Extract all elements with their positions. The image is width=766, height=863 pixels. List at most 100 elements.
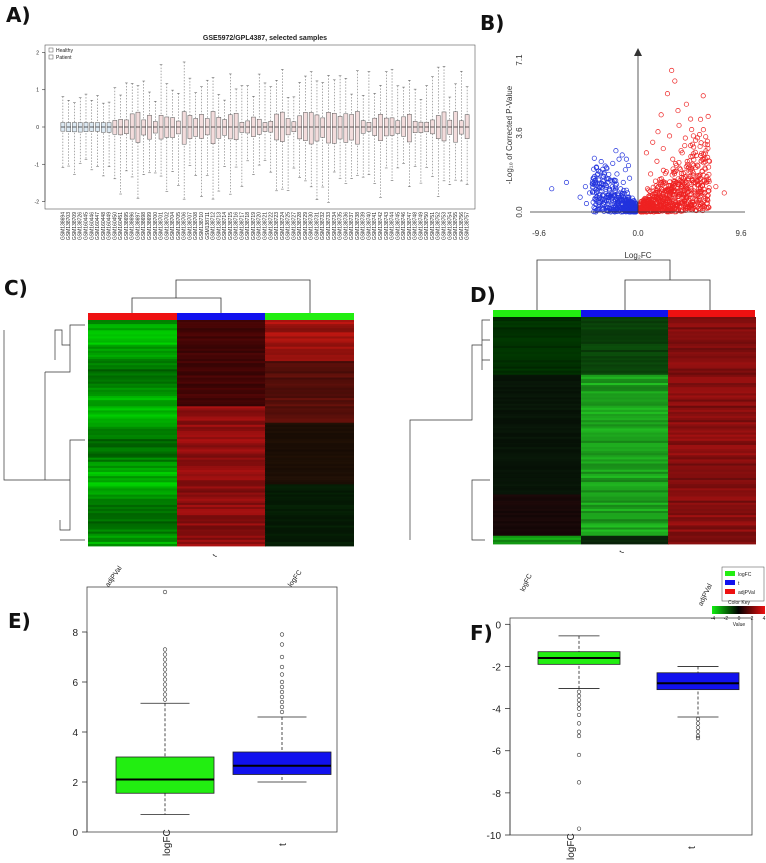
heatmap-cell <box>265 369 354 372</box>
heatmap-cell <box>177 492 266 496</box>
heatmap-cell <box>581 465 669 469</box>
box-body <box>232 751 332 775</box>
heatmap-cell <box>177 330 266 333</box>
heatmap-cell <box>668 391 756 394</box>
heatmap-cell <box>581 405 669 409</box>
heatmap-cell <box>493 453 581 456</box>
volcano-up-point <box>695 191 701 197</box>
heatmap-cell <box>581 471 669 475</box>
sample-label: GSM138723 <box>274 212 280 240</box>
heatmap-cell <box>493 360 581 363</box>
heatmap-cell <box>177 402 266 405</box>
volcano-down-point <box>599 203 605 209</box>
sample-label: GSM138746 <box>401 212 407 240</box>
volcano-up-point <box>658 186 664 192</box>
volcano-up-point <box>683 203 689 209</box>
heatmap-cell <box>493 335 581 339</box>
panel-e-boxes: 0 2 4 6 8 <box>72 589 332 839</box>
heatmap-cell <box>493 504 581 508</box>
heatmap-cell <box>581 500 669 504</box>
heatmap-cell <box>177 482 266 485</box>
heatmap-cell <box>493 449 581 452</box>
heatmap-cell <box>265 467 354 471</box>
heatmap-cell <box>668 527 756 530</box>
heatmap-cell <box>668 376 756 380</box>
volcano-down-point <box>608 177 614 183</box>
color-key-tick: 4 <box>763 616 766 622</box>
volcano-up-point <box>664 91 671 97</box>
legend-patient-swatch <box>48 54 54 60</box>
heatmap-cell <box>581 383 669 386</box>
heatmap-cell <box>88 443 177 446</box>
panel-a-legend: Healthy Patient <box>48 47 73 61</box>
heatmap-cell <box>88 396 177 399</box>
heatmap-cell <box>493 428 581 431</box>
legend-t-label: t <box>738 581 740 587</box>
volcano-down-point <box>613 178 619 184</box>
volcano-up-point <box>701 160 707 166</box>
volcano-xlabel: Log₂FC <box>624 251 651 260</box>
heatmap-cell <box>493 331 581 334</box>
y-tick-label: -4 <box>492 705 501 716</box>
volcano-up-point <box>690 151 696 157</box>
legend-logfc-label: logFC <box>738 572 752 578</box>
heatmap-cell <box>581 317 669 320</box>
heatmap-cell <box>88 517 177 520</box>
heatmap-cell <box>493 533 581 537</box>
heatmap-cell <box>493 418 581 421</box>
heatmap-cell <box>88 356 177 360</box>
sample-box <box>343 113 349 143</box>
volcano-up-point <box>672 195 678 201</box>
sample-label: GSM138739 <box>361 212 367 240</box>
heatmap-cell <box>88 400 177 403</box>
heatmap-cell <box>581 482 669 485</box>
heatmap-cell <box>493 490 581 493</box>
volcano-ytick: 7.1 <box>515 54 524 66</box>
heatmap-cell <box>581 335 669 339</box>
heatmap-cell <box>668 494 756 497</box>
heatmap-cell <box>88 389 177 393</box>
heatmap-cell <box>88 336 177 339</box>
volcano-up-point <box>693 198 699 204</box>
volcano-up-point <box>696 132 703 138</box>
volcano-down-point <box>591 166 597 172</box>
color-key-bar <box>712 606 765 614</box>
volcano-down-point <box>596 200 603 206</box>
sample-label: GSM138707 <box>187 212 193 240</box>
heatmap-cell <box>581 329 669 332</box>
volcano-up-point <box>683 179 689 186</box>
heatmap-cell <box>265 354 354 358</box>
heatmap-cell <box>177 326 266 329</box>
box-outlier <box>576 780 582 785</box>
volcano-up-point <box>660 179 666 185</box>
sample-label: GSM138754 <box>447 212 453 240</box>
heatmap-cell <box>581 319 669 322</box>
heatmap-cell <box>88 531 177 535</box>
heatmap-cell <box>668 465 756 469</box>
heatmap-cell <box>265 453 354 456</box>
heatmap-cell <box>88 334 177 337</box>
heatmap-cell <box>88 350 177 354</box>
volcano-up-point <box>651 194 657 200</box>
heatmap-cell <box>265 490 354 493</box>
sample-label: GSM138721 <box>263 212 269 240</box>
heatmap-cell <box>265 346 354 350</box>
volcano-up-point <box>682 169 688 175</box>
sample-label: GSM138751 <box>430 212 436 240</box>
heatmap-cell <box>265 377 354 380</box>
box-outlier <box>576 693 582 699</box>
volcano-up-point <box>695 173 701 179</box>
volcano-up-point <box>644 186 651 192</box>
heatmap-cell <box>493 345 581 349</box>
sample-label: GSM138740 <box>366 212 372 240</box>
volcano-up-point <box>676 122 682 128</box>
volcano-down-point <box>606 171 612 177</box>
heatmap-cell <box>581 436 669 440</box>
heatmap-cell <box>88 344 177 348</box>
heatmap-cell <box>493 436 581 440</box>
panel-c-heatmap: adjPVal t logFC <box>3 279 354 588</box>
heatmap-cell <box>493 329 581 332</box>
heatmap-cell <box>265 338 354 341</box>
sample-label: GSM138722 <box>268 212 274 240</box>
heatmap-cell <box>88 340 177 343</box>
